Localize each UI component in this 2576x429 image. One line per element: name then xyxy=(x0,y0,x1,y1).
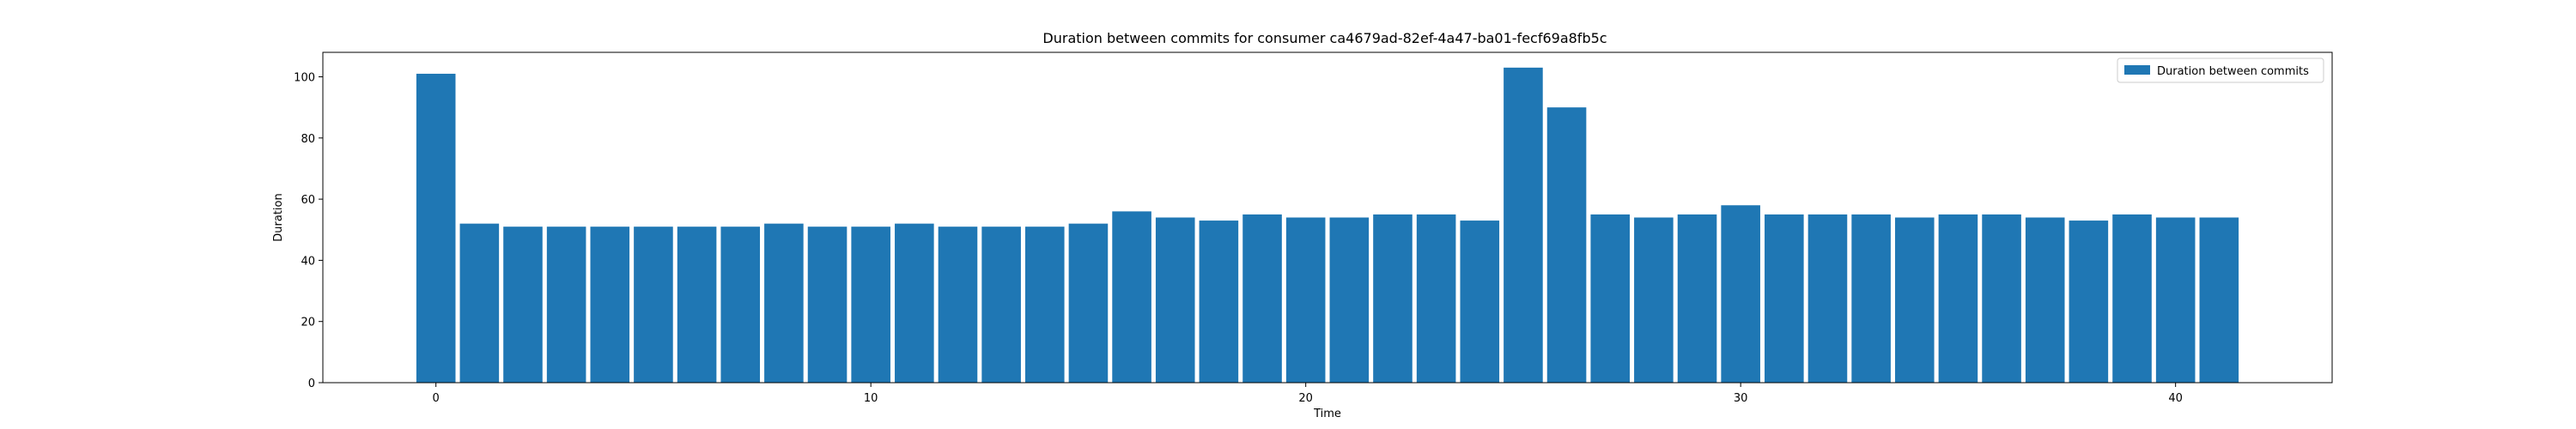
bar xyxy=(764,223,804,383)
bar xyxy=(807,227,848,383)
bars-group xyxy=(416,67,2239,384)
bar xyxy=(1416,214,1456,383)
x-axis: 0 10 20 30 40 xyxy=(433,383,2183,405)
bar xyxy=(851,227,890,383)
bar xyxy=(1851,214,1891,383)
bar xyxy=(1460,221,1500,383)
y-tick-label: 80 xyxy=(301,133,315,146)
bar xyxy=(2069,221,2109,383)
bar xyxy=(677,227,717,383)
plot-frame xyxy=(322,51,2333,384)
bar xyxy=(546,227,586,383)
x-tick-label: 20 xyxy=(1298,392,1313,405)
bar xyxy=(1590,214,1631,383)
bar xyxy=(2025,217,2065,383)
y-axis-label: Duration xyxy=(272,193,285,241)
bar xyxy=(1155,217,1195,383)
x-tick-label: 0 xyxy=(433,392,440,405)
bar xyxy=(1938,214,1978,383)
x-axis-label: Time xyxy=(1313,408,1341,420)
y-tick-label: 0 xyxy=(308,378,315,390)
bar xyxy=(1024,227,1065,383)
bar xyxy=(1285,217,1326,383)
legend-box xyxy=(2117,57,2324,83)
bar xyxy=(416,73,456,383)
bar xyxy=(938,227,978,383)
x-tick-label: 30 xyxy=(1734,392,1748,405)
bar xyxy=(2155,217,2196,383)
bar xyxy=(1982,214,2021,383)
legend: Duration between commits xyxy=(2117,57,2324,83)
bar xyxy=(1634,217,1674,383)
legend-label: Duration between commits xyxy=(2157,65,2309,78)
y-tick-label: 100 xyxy=(294,72,315,85)
bar xyxy=(2112,214,2152,383)
bar xyxy=(1199,221,1239,383)
bar xyxy=(590,227,630,383)
legend-swatch xyxy=(2124,65,2150,75)
bar xyxy=(1242,214,1282,383)
x-tick-label: 10 xyxy=(864,392,878,405)
bar xyxy=(2199,217,2239,383)
bar xyxy=(503,227,543,383)
bar xyxy=(895,223,934,383)
bar xyxy=(720,227,761,383)
bar xyxy=(1373,214,1413,383)
y-tick-label: 20 xyxy=(301,317,315,329)
x-tick-label: 40 xyxy=(2168,392,2183,405)
bar xyxy=(981,227,1021,383)
bar xyxy=(1677,214,1717,383)
y-tick-label: 40 xyxy=(301,255,315,268)
bar xyxy=(634,227,673,383)
bar xyxy=(1807,214,1848,383)
bar xyxy=(1546,107,1587,384)
chart-title: Duration between commits for consumer ca… xyxy=(1042,30,1607,46)
bar xyxy=(1068,223,1109,383)
y-tick-label: 60 xyxy=(301,194,315,207)
bar xyxy=(1504,67,1543,384)
bar xyxy=(1765,214,1804,383)
bar xyxy=(1894,217,1935,383)
bar xyxy=(1721,205,1760,383)
bar xyxy=(1329,217,1370,383)
bar xyxy=(1112,211,1151,383)
bar xyxy=(459,223,500,383)
y-axis: 0 20 40 60 80 100 xyxy=(294,72,323,390)
